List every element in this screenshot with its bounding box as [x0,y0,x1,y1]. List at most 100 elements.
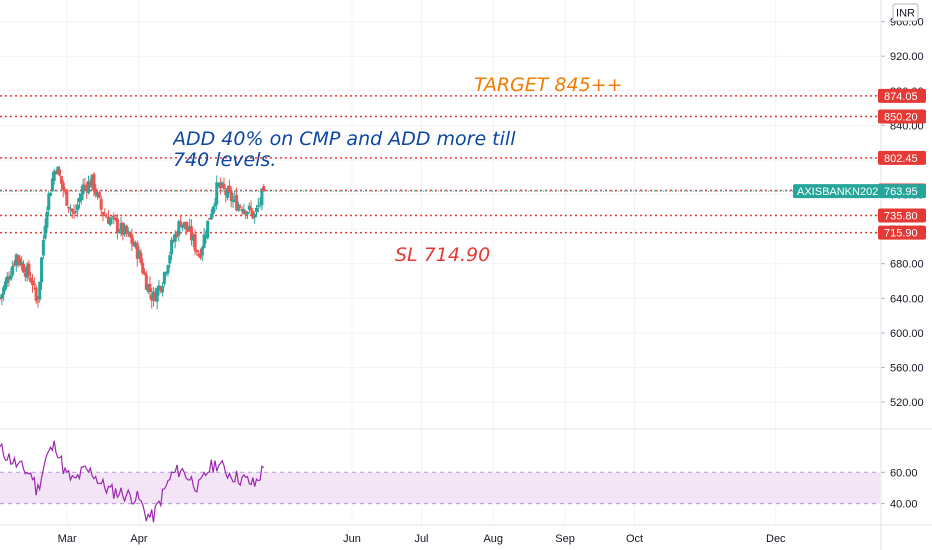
candle-body [258,202,262,204]
candle-body [12,263,16,265]
candle-body [171,240,175,242]
currency-label: INR [896,8,915,20]
candle-body [94,188,98,195]
candle-body [245,212,249,215]
candle-body [157,285,161,291]
candle-body [126,231,130,233]
candle-body [224,190,228,196]
candle-body [117,231,121,233]
candle-body [45,211,49,228]
candle-body [40,257,44,283]
candle-body [25,265,29,278]
candle-body [105,216,109,218]
candle-body [112,215,116,217]
candle-body [23,272,27,277]
candle-body [3,281,7,290]
candle-body [191,235,195,241]
candle-body [215,182,219,205]
level-tag [878,109,926,124]
candle-body [56,167,60,175]
candle-body [235,195,239,211]
time-tick-label: Jul [414,533,428,545]
candle-body [164,272,168,274]
level-tag-label: 850.20 [884,112,918,124]
candle-body [65,189,69,206]
candle-body [133,242,137,247]
candle-body [204,235,208,238]
candle-body [200,247,204,256]
candle-body [128,231,132,237]
candle-body [141,262,145,274]
candle-body [189,226,193,241]
candle-body [175,233,179,237]
candle-body [242,209,246,214]
candle-body [229,190,233,201]
candle-body [146,284,150,292]
candle-body [81,184,85,195]
candle-body [70,208,74,212]
candle-body [150,294,154,301]
level-tag-label: 802.45 [884,153,918,165]
candle-body [148,283,152,293]
candle-body [211,206,215,214]
candle-body [36,301,40,303]
candle-body [68,208,72,210]
candlestick-series [0,165,266,310]
candle-body [20,262,24,266]
candle-body [27,263,31,277]
candle-body [61,182,65,191]
candle-body [152,291,156,300]
time-axis[interactable]: Mar Apr Jun Jul Aug Sep Oct Dec [58,533,786,545]
candle-body [41,240,45,256]
currency-box[interactable] [892,3,919,22]
candle-body [247,205,251,210]
level-tag [878,88,926,103]
price-tick-label: 600.00 [890,328,924,340]
rsi-pane [0,440,880,523]
candle-body [52,170,56,181]
time-tick-label: Oct [626,533,643,545]
candle-body [31,280,35,286]
level-tag [878,208,926,223]
candle-body [135,243,139,259]
candle-body [199,253,203,258]
price-tick-label: 680.00 [890,259,924,271]
candle-body [161,286,165,293]
candle-body [143,272,147,275]
candle-body [92,173,96,191]
candle-body [262,186,266,192]
candle-body [0,294,4,299]
time-tick-label: Apr [130,533,147,545]
price-tick-label: 920.00 [890,51,924,63]
candle-body [88,180,92,188]
price-axis[interactable]: 960.00920.00880.00840.00800.00760.00720.… [881,3,924,511]
candle-body [103,215,107,217]
candle-body [110,217,114,220]
candle-body [119,223,123,231]
candle-body [197,254,201,256]
candle-body [240,208,244,212]
candle-body [96,192,100,197]
level-tag-label: 715.90 [884,228,918,240]
candle-body [18,258,22,265]
candle-body [220,182,224,187]
candle-body [168,255,172,264]
last-price-label: 763.95 [884,186,918,198]
candle-body [173,233,177,242]
rsi-tick-label: 40.00 [890,499,918,511]
candle-body [79,193,83,201]
candle-body [180,224,184,228]
candle-body [83,184,87,186]
level-tag-label: 735.80 [884,210,918,222]
candle-body [108,219,112,225]
rsi-line [0,440,265,523]
annotation-add-position: ADD 40% on CMP and ADD more till 740 lev… [173,129,516,169]
candle-body [179,221,183,227]
candle-body [121,222,125,235]
candle-body [115,218,119,233]
time-tick-label: Mar [58,533,77,545]
candle-body [72,211,76,214]
candle-body [58,169,62,176]
